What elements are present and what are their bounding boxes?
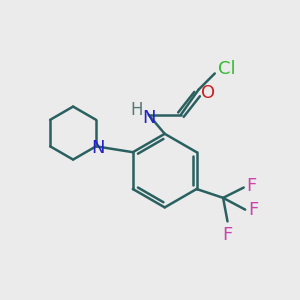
Text: O: O [201, 84, 215, 102]
Text: N: N [142, 109, 156, 127]
Text: F: F [222, 226, 233, 244]
Circle shape [142, 108, 155, 121]
Text: F: F [248, 201, 258, 219]
Text: F: F [247, 177, 257, 195]
Text: Cl: Cl [218, 60, 235, 78]
Circle shape [90, 140, 103, 153]
Text: H: H [130, 101, 142, 119]
Text: N: N [92, 139, 105, 157]
